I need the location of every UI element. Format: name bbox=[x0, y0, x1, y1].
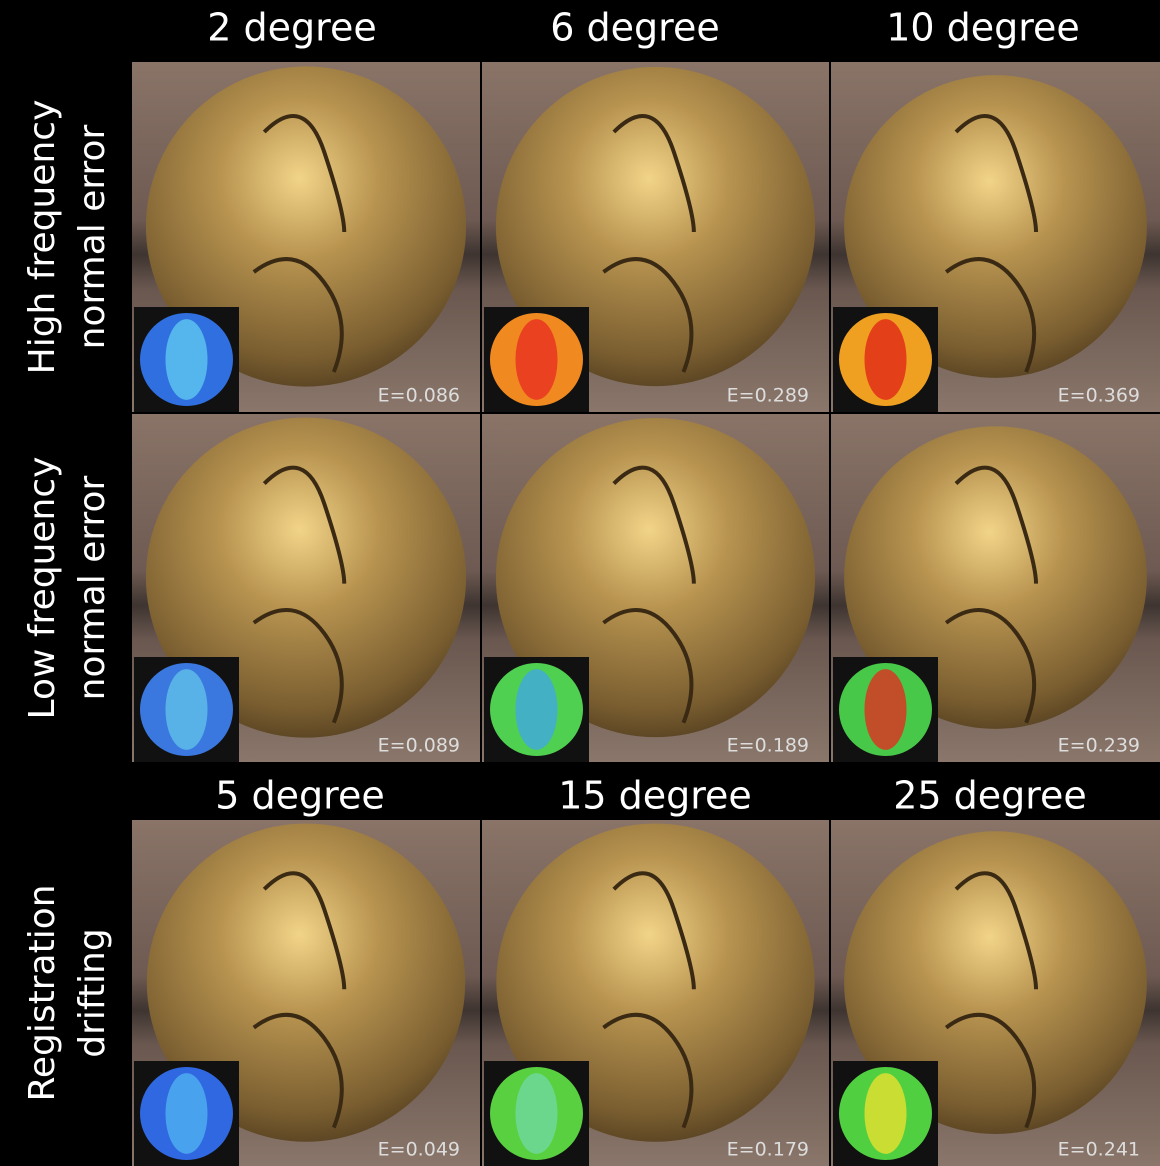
error-value: E=0.086 bbox=[378, 385, 460, 407]
error-map-detail bbox=[516, 669, 558, 750]
image-cell: E=0.089 bbox=[132, 414, 480, 762]
row-label: normal error bbox=[72, 475, 113, 700]
row-label: normal error bbox=[72, 124, 113, 349]
column-header: 5 degree bbox=[215, 774, 384, 818]
error-map-detail bbox=[865, 319, 907, 400]
image-cell: E=0.086 bbox=[132, 62, 480, 412]
error-map-detail bbox=[166, 319, 208, 400]
image-cell: E=0.239 bbox=[831, 414, 1160, 762]
error-value: E=0.289 bbox=[727, 385, 809, 407]
image-cell: E=0.179 bbox=[482, 820, 829, 1166]
column-header: 10 degree bbox=[886, 6, 1080, 50]
error-map-detail bbox=[865, 1073, 907, 1154]
image-cell: E=0.189 bbox=[482, 414, 829, 762]
error-value: E=0.179 bbox=[727, 1139, 809, 1161]
figure: 2 degree 6 degree 10 degree 5 degree 15 degr… bbox=[0, 0, 1160, 1166]
error-map-detail bbox=[166, 669, 208, 750]
error-value: E=0.369 bbox=[1058, 385, 1140, 407]
row-label: Registration bbox=[22, 884, 63, 1101]
error-map-detail bbox=[516, 1073, 558, 1154]
column-header: 6 degree bbox=[550, 6, 719, 50]
row-label: Low frequency bbox=[22, 457, 63, 720]
error-map-detail bbox=[865, 669, 907, 750]
error-value: E=0.239 bbox=[1058, 735, 1140, 757]
error-value: E=0.089 bbox=[378, 735, 460, 757]
column-header: 25 degree bbox=[893, 774, 1087, 818]
error-map-detail bbox=[516, 319, 558, 400]
image-cell: E=0.369 bbox=[831, 62, 1160, 412]
image-cell: E=0.241 bbox=[831, 820, 1160, 1166]
column-header: 15 degree bbox=[558, 774, 752, 818]
column-header: 2 degree bbox=[207, 6, 376, 50]
image-cell: E=0.289 bbox=[482, 62, 829, 412]
error-value: E=0.241 bbox=[1058, 1139, 1140, 1161]
row-label: High frequency bbox=[22, 100, 63, 375]
error-value: E=0.049 bbox=[378, 1139, 460, 1161]
image-cell: E=0.049 bbox=[132, 820, 480, 1166]
error-map-detail bbox=[166, 1073, 208, 1154]
row-label: drifting bbox=[72, 928, 113, 1057]
error-value: E=0.189 bbox=[727, 735, 809, 757]
